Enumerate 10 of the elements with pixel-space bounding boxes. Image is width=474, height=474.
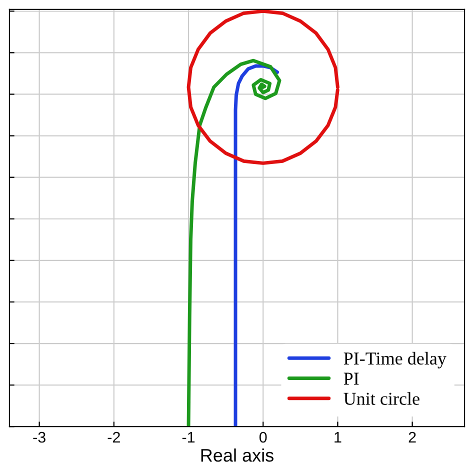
legend-label: PI	[344, 372, 359, 385]
legend-label: PI-Time delay	[344, 352, 446, 368]
x-tick-label: -1	[182, 432, 195, 443]
x-tick-label: -2	[108, 432, 120, 443]
x-tick-label: 1	[334, 432, 342, 443]
x-tick-label: 2	[408, 432, 416, 443]
x-tick-label: 0	[259, 432, 267, 443]
x-tick-label: -3	[33, 432, 46, 443]
x-axis-title: Real axis	[201, 448, 274, 462]
legend-label: Unit circle	[344, 392, 420, 405]
